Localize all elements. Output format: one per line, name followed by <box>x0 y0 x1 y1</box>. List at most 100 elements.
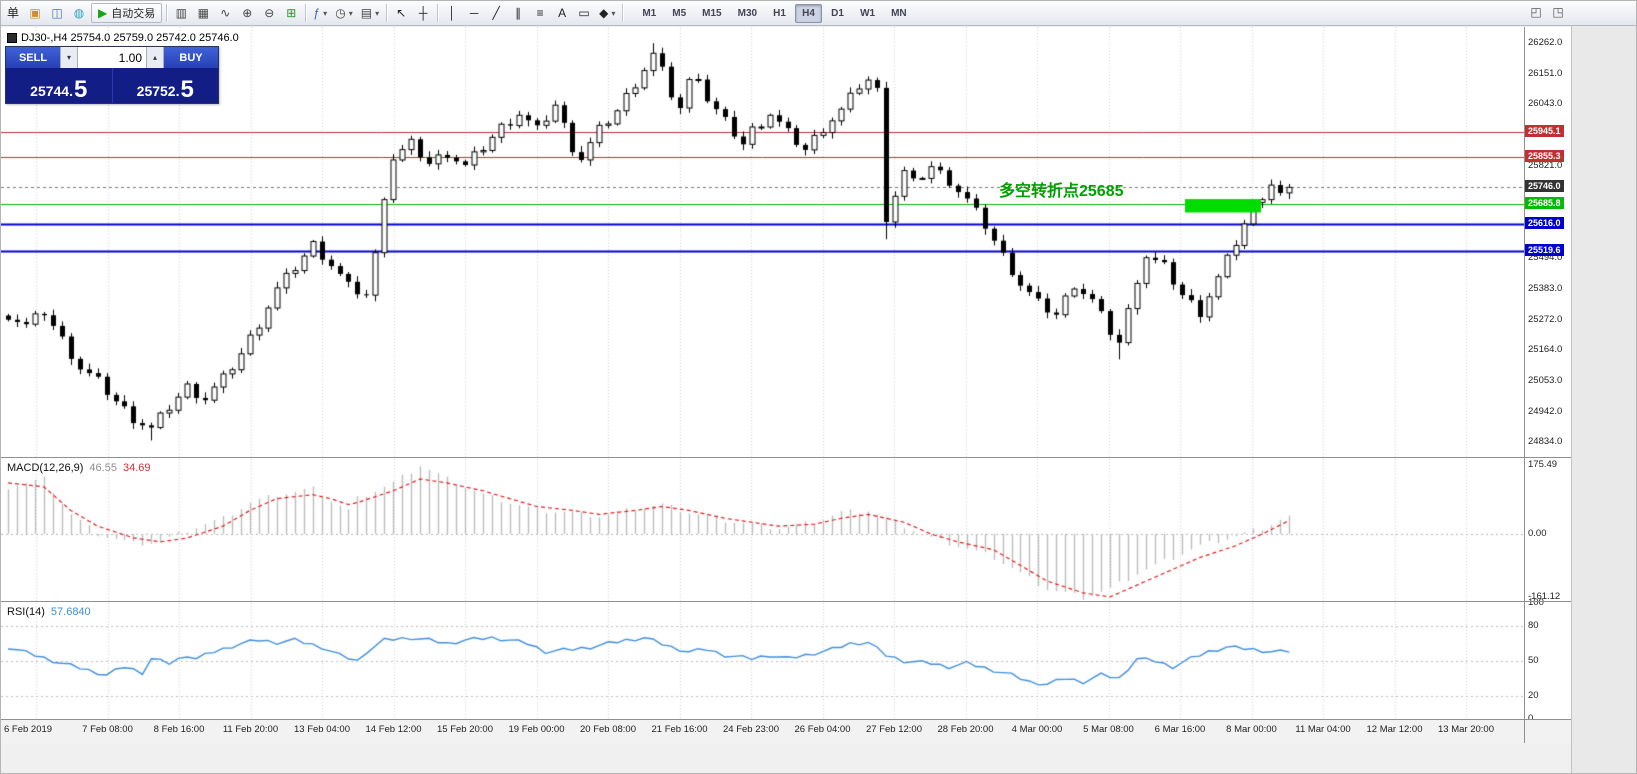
time-axis-label: 8 Mar 00:00 <box>1226 724 1277 735</box>
volume-down-button[interactable]: ▾ <box>60 47 78 68</box>
price-tick: 25383.0 <box>1528 282 1563 294</box>
buy-button[interactable]: BUY <box>164 47 218 68</box>
rsi-panel-separator[interactable] <box>1 601 1571 602</box>
timeframe-h1[interactable]: H1 <box>766 4 793 23</box>
price-tick: 25272.0 <box>1528 313 1563 325</box>
shapes-icon[interactable]: ◆ ▾ <box>596 3 618 23</box>
timeframe-mn[interactable]: MN <box>884 4 914 23</box>
macd-axis-tick: -161.12 <box>1528 591 1561 603</box>
text-icon-glyph: A <box>558 6 567 20</box>
price-axis[interactable] <box>1525 27 1571 719</box>
candlestick-chart-icon[interactable]: ▦ <box>193 3 213 23</box>
timeframe-m15[interactable]: M15 <box>695 4 728 23</box>
price-tick: 26043.0 <box>1528 98 1563 110</box>
community-icon-glyph: ◍ <box>73 6 85 20</box>
auto-trading-button[interactable]: ▶ 自动交易 <box>91 3 163 23</box>
chart-canvas[interactable] <box>1 27 1524 719</box>
time-axis-label: 26 Feb 04:00 <box>794 724 851 735</box>
line-price-label[interactable]: 25945.1 <box>1525 124 1564 137</box>
time-axis-label: 27 Feb 12:00 <box>866 724 922 735</box>
toolbar-right: ◰ ◳ <box>1525 2 1569 22</box>
timeframe-m1[interactable]: M1 <box>635 4 663 23</box>
timeframe-m30[interactable]: M30 <box>731 4 764 23</box>
fibonacci-icon[interactable]: ≡ <box>530 3 550 23</box>
new-order-glyph: 单 <box>6 6 19 20</box>
line-price-label[interactable]: 25616.0 <box>1525 216 1564 229</box>
time-axis-label: 6 Mar 16:00 <box>1154 724 1206 735</box>
rsi-axis-tick: 100 <box>1528 597 1544 608</box>
time-axis-label: 11 Mar 04:00 <box>1295 724 1351 735</box>
vertical-line-icon[interactable]: │ <box>442 3 462 23</box>
crosshair-icon-glyph: ┼ <box>418 6 428 20</box>
current-price-label: 25746.0 <box>1525 180 1564 193</box>
pivot-annotation-text: 多空转折点25685 <box>999 183 1124 200</box>
dock-left-icon[interactable]: ◰ <box>1526 2 1546 22</box>
time-axis-label: 14 Feb 12:00 <box>365 724 422 735</box>
zoom-in-icon-glyph: ⊕ <box>242 6 253 20</box>
buy-button-label: BUY <box>179 51 203 64</box>
toolbar-separator <box>437 4 439 22</box>
timeframe-h4[interactable]: H4 <box>795 3 823 23</box>
zoom-out-icon[interactable]: ⊖ <box>259 3 279 23</box>
line-price-label[interactable]: 25855.3 <box>1525 149 1564 162</box>
timeframe-m5[interactable]: M5 <box>665 4 693 23</box>
trendline-icon[interactable]: ╱ <box>486 3 506 23</box>
horizontal-line-icon-glyph: ─ <box>469 6 479 20</box>
tile-windows-icon[interactable]: ⊞ <box>281 3 301 23</box>
line-price-label[interactable]: 25685.8 <box>1525 197 1564 210</box>
line-price-label[interactable]: 25519.6 <box>1525 243 1564 256</box>
macd-panel-separator[interactable] <box>1 457 1571 458</box>
timeframe-w1[interactable]: W1 <box>853 4 882 23</box>
cursor-icon[interactable]: ↖ <box>391 3 411 23</box>
templates-icon[interactable]: ▤ ▾ <box>358 3 382 23</box>
sell-price-button[interactable]: 25744. 5 <box>6 68 112 103</box>
toolbar-separator <box>305 4 307 22</box>
price-tick: 24834.0 <box>1528 436 1563 448</box>
timeframe-d1[interactable]: D1 <box>824 4 851 23</box>
time-axis[interactable] <box>1 719 1571 744</box>
price-tick: 25053.0 <box>1528 374 1563 386</box>
new-order-button[interactable]: 单 <box>3 3 23 23</box>
buy-price-button[interactable]: 25752. 5 <box>111 68 219 103</box>
price-tick: 25821.0 <box>1528 160 1563 172</box>
channel-icon[interactable]: ∥ <box>508 3 528 23</box>
community-icon[interactable]: ◍ <box>69 3 89 23</box>
fibonacci-icon-glyph: ≡ <box>536 6 544 20</box>
zoom-in-icon[interactable]: ⊕ <box>237 3 257 23</box>
volume-up-button[interactable]: ▴ <box>146 47 164 68</box>
horizontal-line-icon[interactable]: ─ <box>464 3 484 23</box>
templates-icon-glyph: ▤ <box>360 6 373 20</box>
indicators-icon[interactable]: ƒ ▾ <box>310 3 330 23</box>
volume-input[interactable] <box>78 47 146 68</box>
dock-left-icon-glyph: ◰ <box>1530 5 1542 19</box>
text-icon[interactable]: A <box>552 3 572 23</box>
time-axis-label: 24 Feb 23:00 <box>723 724 779 735</box>
dock-right-icon[interactable]: ◳ <box>1548 2 1568 22</box>
trendline-icon-glyph: ╱ <box>492 6 500 20</box>
crosshair-icon[interactable]: ┼ <box>413 3 433 23</box>
periods-icon[interactable]: ◷ ▾ <box>332 3 356 23</box>
chart-window-icon-glyph: ▣ <box>29 6 41 20</box>
chart-window-icon[interactable]: ▣ <box>25 3 45 23</box>
time-axis-label: 20 Feb 08:00 <box>580 724 636 735</box>
price-tick: 25164.0 <box>1528 343 1563 355</box>
profiles-icon[interactable]: ◫ <box>47 3 67 23</box>
templates-icon-caret: ▾ <box>375 8 380 18</box>
macd-axis-tick: 175.49 <box>1528 459 1558 471</box>
rsi-axis-tick: 0 <box>1528 713 1570 724</box>
timeframe-group: M1 M5 M15 M30 H1 H4 D1 W1 MN <box>634 3 914 23</box>
time-axis-label: 8 Feb 16:00 <box>153 724 205 735</box>
ohlc-bars-icon[interactable]: ▥ <box>171 3 191 23</box>
price-tick: 26151.0 <box>1528 68 1563 80</box>
price-tick: 24942.0 <box>1528 405 1563 417</box>
tile-windows-icon-glyph: ⊞ <box>286 6 297 20</box>
buy-price-big-digit: 5 <box>180 75 194 103</box>
rsi-value: 57.6840 <box>50 606 91 618</box>
text-label-icon[interactable]: ▭ <box>574 3 594 23</box>
line-chart-icon[interactable]: ∿ <box>215 3 235 23</box>
auto-trading-button-label: 自动交易 <box>111 8 156 20</box>
periods-icon-glyph: ◷ <box>335 6 346 20</box>
one-click-trading-panel: SELL ▾ ▴ BUY 25744. 5 25752. 5 <box>5 46 219 104</box>
sell-button[interactable]: SELL <box>6 47 60 68</box>
